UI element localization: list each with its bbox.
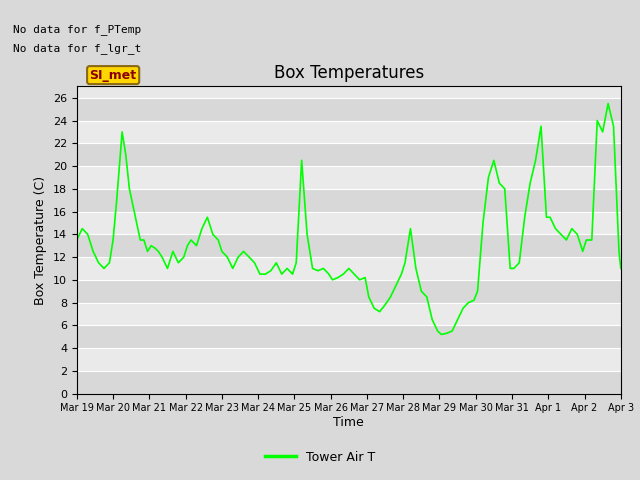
Bar <box>77 98 621 120</box>
Text: No data for f_PTemp: No data for f_PTemp <box>13 24 141 35</box>
Bar <box>77 348 621 371</box>
Bar <box>77 144 621 166</box>
Bar <box>77 212 621 234</box>
Bar <box>77 189 621 212</box>
Bar <box>77 257 621 280</box>
Bar <box>77 325 621 348</box>
X-axis label: Time: Time <box>333 416 364 429</box>
Bar <box>77 280 621 302</box>
Bar <box>77 166 621 189</box>
Legend: Tower Air T: Tower Air T <box>260 446 380 469</box>
Bar <box>77 302 621 325</box>
Text: SI_met: SI_met <box>90 69 137 82</box>
Bar <box>77 120 621 144</box>
Y-axis label: Box Temperature (C): Box Temperature (C) <box>35 175 47 305</box>
Text: No data for f_lgr_t: No data for f_lgr_t <box>13 43 141 54</box>
Title: Box Temperatures: Box Temperatures <box>274 64 424 82</box>
Bar <box>77 371 621 394</box>
Bar <box>77 234 621 257</box>
